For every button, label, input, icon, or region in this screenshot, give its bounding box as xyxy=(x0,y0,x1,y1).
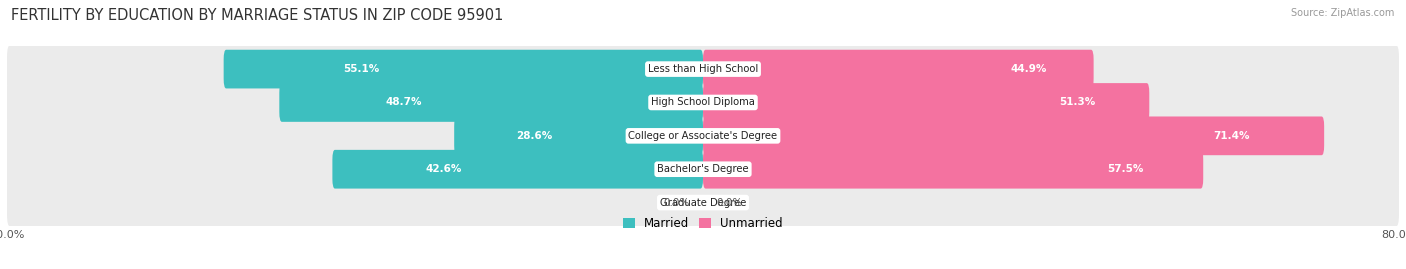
FancyBboxPatch shape xyxy=(703,150,1204,189)
FancyBboxPatch shape xyxy=(332,150,703,189)
FancyBboxPatch shape xyxy=(7,112,1399,160)
FancyBboxPatch shape xyxy=(703,83,1149,122)
FancyBboxPatch shape xyxy=(703,116,1324,155)
Text: FERTILITY BY EDUCATION BY MARRIAGE STATUS IN ZIP CODE 95901: FERTILITY BY EDUCATION BY MARRIAGE STATU… xyxy=(11,8,503,23)
Text: College or Associate's Degree: College or Associate's Degree xyxy=(628,131,778,141)
FancyBboxPatch shape xyxy=(454,116,703,155)
Text: 57.5%: 57.5% xyxy=(1107,164,1143,174)
Text: 0.0%: 0.0% xyxy=(716,198,742,208)
FancyBboxPatch shape xyxy=(703,50,1094,89)
FancyBboxPatch shape xyxy=(280,83,703,122)
Text: 55.1%: 55.1% xyxy=(343,64,380,74)
Text: Graduate Degree: Graduate Degree xyxy=(659,198,747,208)
FancyBboxPatch shape xyxy=(7,179,1399,226)
Text: Bachelor's Degree: Bachelor's Degree xyxy=(657,164,749,174)
Text: High School Diploma: High School Diploma xyxy=(651,97,755,108)
Text: Less than High School: Less than High School xyxy=(648,64,758,74)
Text: 48.7%: 48.7% xyxy=(385,97,422,108)
Text: 44.9%: 44.9% xyxy=(1011,64,1046,74)
FancyBboxPatch shape xyxy=(224,50,703,89)
Text: Source: ZipAtlas.com: Source: ZipAtlas.com xyxy=(1291,8,1395,18)
FancyBboxPatch shape xyxy=(7,45,1399,93)
Text: 0.0%: 0.0% xyxy=(664,198,690,208)
Text: 51.3%: 51.3% xyxy=(1060,97,1095,108)
Text: 71.4%: 71.4% xyxy=(1213,131,1250,141)
Text: 28.6%: 28.6% xyxy=(516,131,553,141)
FancyBboxPatch shape xyxy=(7,145,1399,193)
Text: 42.6%: 42.6% xyxy=(425,164,461,174)
Legend: Married, Unmarried: Married, Unmarried xyxy=(619,212,787,235)
FancyBboxPatch shape xyxy=(7,79,1399,126)
